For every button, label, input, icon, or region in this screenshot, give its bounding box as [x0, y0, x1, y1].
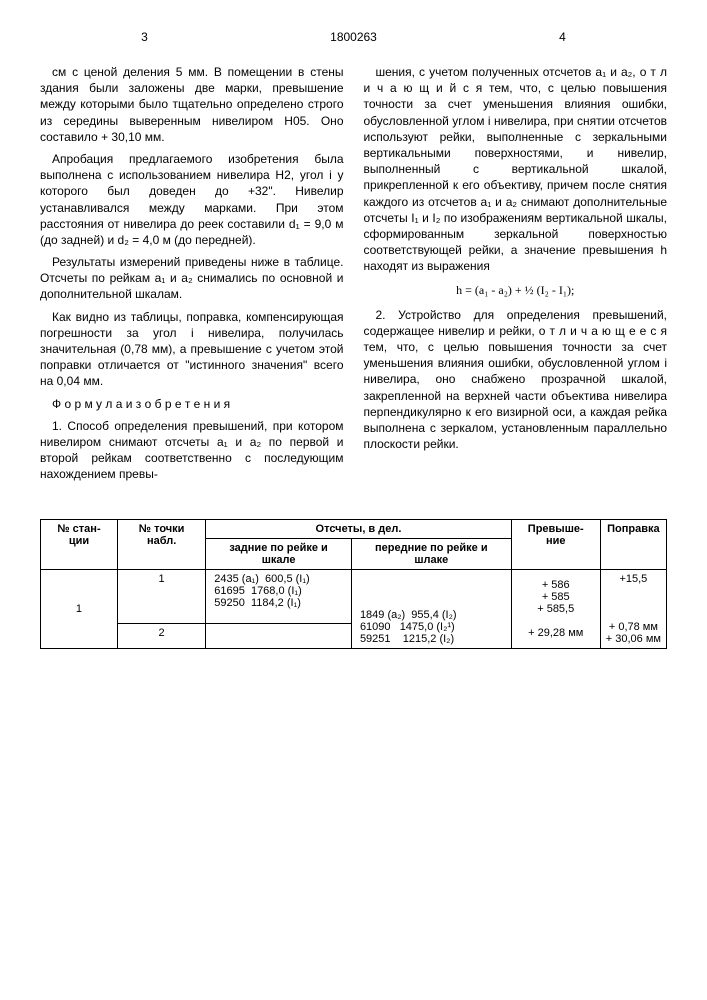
page-num-right: 4 [458, 30, 667, 44]
th-point: № точки набл. [117, 519, 205, 569]
page-num-left: 3 [40, 30, 249, 44]
doc-number: 1800263 [249, 30, 458, 44]
para: 2. Устройство для определения превышений… [364, 307, 668, 453]
formula-title: Ф о р м у л а и з о б р е т е н и я [40, 396, 344, 412]
th-corr: Поправка [600, 519, 666, 569]
para: 1. Способ определения превышений, при ко… [40, 418, 344, 483]
cell-back: 2435 (a₁) 600,5 (I₁) 61695 1768,0 (I₁) 5… [206, 569, 352, 624]
th-counts: Отсчеты, в дел. [206, 519, 511, 538]
cell-point: 2 [117, 624, 205, 648]
left-column: см с ценой деления 5 мм. В помещении в с… [40, 64, 344, 489]
cell-station: 1 [41, 569, 118, 648]
th-elev: Превыше- ние [511, 519, 600, 569]
para: см с ценой деления 5 мм. В помещении в с… [40, 64, 344, 145]
para: Апробация предлагаемого изобретения была… [40, 151, 344, 248]
right-column: шения, с учетом полученных отсчетов a₁ и… [364, 64, 668, 489]
page-header: 3 1800263 4 [40, 30, 667, 44]
results-table: № стан- ции № точки набл. Отсчеты, в дел… [40, 519, 667, 649]
th-station: № стан- ции [41, 519, 118, 569]
cell-elev: + 586 + 585 + 585,5 + 29,28 мм [511, 569, 600, 648]
th-front: передние по рейке и шлаке [351, 538, 511, 569]
table-row: 1 1 2435 (a₁) 600,5 (I₁) 61695 1768,0 (I… [41, 569, 667, 624]
cell-corr: +15,5 + 0,78 мм + 30,06 мм [600, 569, 666, 648]
para: Результаты измерений приведены ниже в та… [40, 254, 344, 303]
formula: h = (a₁ - a₂) + ½ (I₂ - I₁); [364, 282, 668, 298]
para: шения, с учетом полученных отсчетов a₁ и… [364, 64, 668, 274]
para: Как видно из таблицы, поправка, компенси… [40, 309, 344, 390]
cell-front: 1849 (a₂) 955,4 (I₂) 61090 1475,0 (I₂¹) … [351, 569, 511, 648]
cell-empty [206, 624, 352, 648]
th-back: задние по рейке и шкале [206, 538, 352, 569]
cell-point: 1 [117, 569, 205, 624]
text-columns: см с ценой деления 5 мм. В помещении в с… [40, 64, 667, 489]
